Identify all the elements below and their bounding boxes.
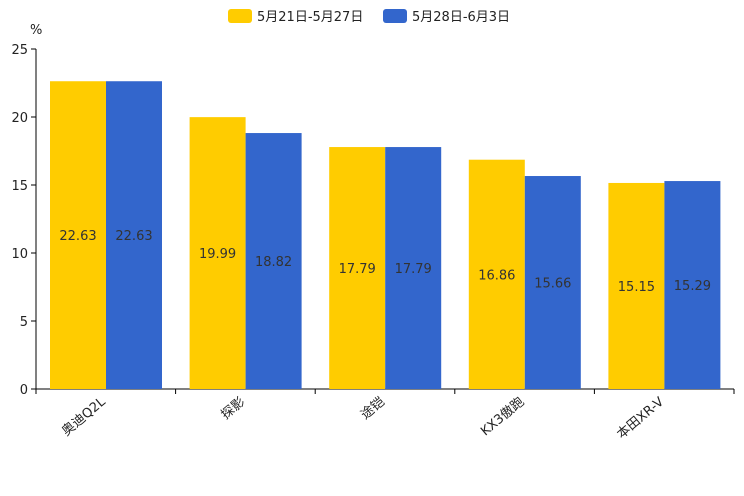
y-tick-label: 15 [11, 179, 28, 194]
x-tick-label: 本田XR-V [614, 395, 667, 443]
x-tick-label: 途铠 [358, 394, 388, 423]
legend-swatch-week2 [383, 9, 407, 23]
bar-week1 [608, 182, 665, 389]
x-axis: 奥迪Q2L 探影 途铠 KX3傲跑 本田XR-V [35, 388, 735, 443]
y-tick-label: 20 [11, 111, 28, 126]
bars [50, 81, 721, 390]
bar-week2 [245, 133, 302, 389]
bar-week2 [106, 81, 162, 390]
y-tick-label: 5 [20, 315, 28, 330]
bar-week2 [664, 181, 721, 389]
bar-value-label: 15.29 [674, 279, 711, 294]
bar-labels: 22.63 19.99 17.79 16.86 15.15 22.63 18.82 17.79… [59, 229, 711, 295]
bar-week1 [189, 117, 246, 390]
y-tick-label: 10 [11, 247, 28, 262]
bar-week1 [468, 159, 525, 389]
x-tick-label: 探影 [219, 395, 249, 423]
legend-swatch-week1 [228, 9, 252, 23]
bar-week2 [385, 147, 442, 389]
bar-week2 [524, 176, 581, 389]
bar-value-label: 15.15 [618, 280, 655, 295]
bar-value-label: 17.79 [395, 262, 432, 277]
x-tick-label: 奥迪Q2L [59, 394, 109, 439]
bar-value-label: 19.99 [199, 247, 236, 262]
bar-week1 [329, 147, 386, 389]
bar-value-label: 22.63 [115, 229, 152, 244]
y-axis: 0 5 10 15 20 25 [11, 43, 37, 398]
x-tick-label: KX3傲跑 [478, 395, 527, 440]
bar-value-label: 22.63 [59, 229, 96, 244]
bar-value-label: 16.86 [478, 268, 515, 283]
y-tick-label: 25 [11, 43, 28, 58]
bar-week1 [50, 81, 106, 390]
legend-label-week1: 5月21日-5月27日 [257, 10, 363, 25]
y-tick-label: 0 [20, 383, 28, 398]
legend: 5月21日-5月27日 5月28日-6月3日 [228, 9, 510, 25]
legend-label-week2: 5月28日-6月3日 [412, 10, 510, 25]
y-axis-unit-label: % [30, 23, 42, 38]
bar-value-label: 17.79 [339, 262, 376, 277]
bar-value-label: 18.82 [255, 255, 292, 270]
bar-value-label: 15.66 [534, 277, 571, 292]
